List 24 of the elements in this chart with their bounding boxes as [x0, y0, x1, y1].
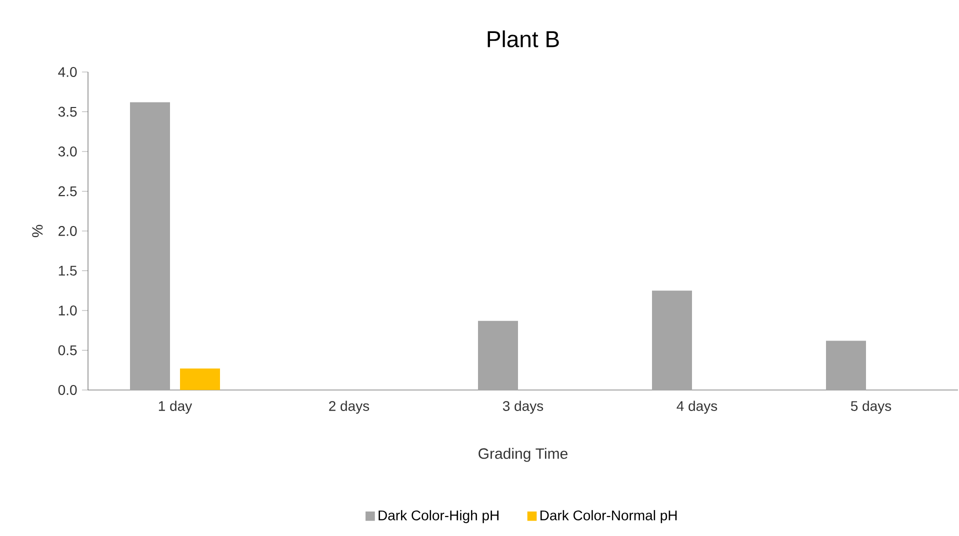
x-axis-title: Grading Time [478, 448, 568, 462]
chart-title: Plant B [488, 30, 559, 48]
y-tick-label: 1.5 [58, 266, 77, 276]
y-tick-label: 2.0 [58, 226, 77, 236]
y-tick-label: 0.0 [58, 385, 77, 395]
x-tick-label: 4 days [676, 400, 718, 414]
y-tick-label: 4.0 [58, 67, 77, 77]
y-tick-label: 2.5 [58, 186, 77, 196]
x-tick-label: 3 days [502, 400, 544, 414]
x-tick-label: 2 days [329, 400, 370, 414]
bar [652, 290, 692, 390]
legend-label: Dark Color-High pH [378, 510, 498, 524]
y-tick-label: 3.5 [58, 106, 77, 117]
bar [180, 368, 220, 390]
bar [826, 340, 866, 390]
x-tick-label: 5 days [850, 400, 892, 414]
bar [478, 320, 518, 390]
y-axis-title: % [32, 224, 43, 238]
x-tick-label: 1 day [158, 400, 192, 414]
y-tick-label: 0.5 [58, 345, 77, 356]
legend-label: Dark Color-Normal pH [540, 510, 677, 524]
y-tick-label: 1.0 [58, 306, 77, 316]
bar [130, 102, 170, 390]
y-tick-label: 3.0 [58, 146, 77, 156]
